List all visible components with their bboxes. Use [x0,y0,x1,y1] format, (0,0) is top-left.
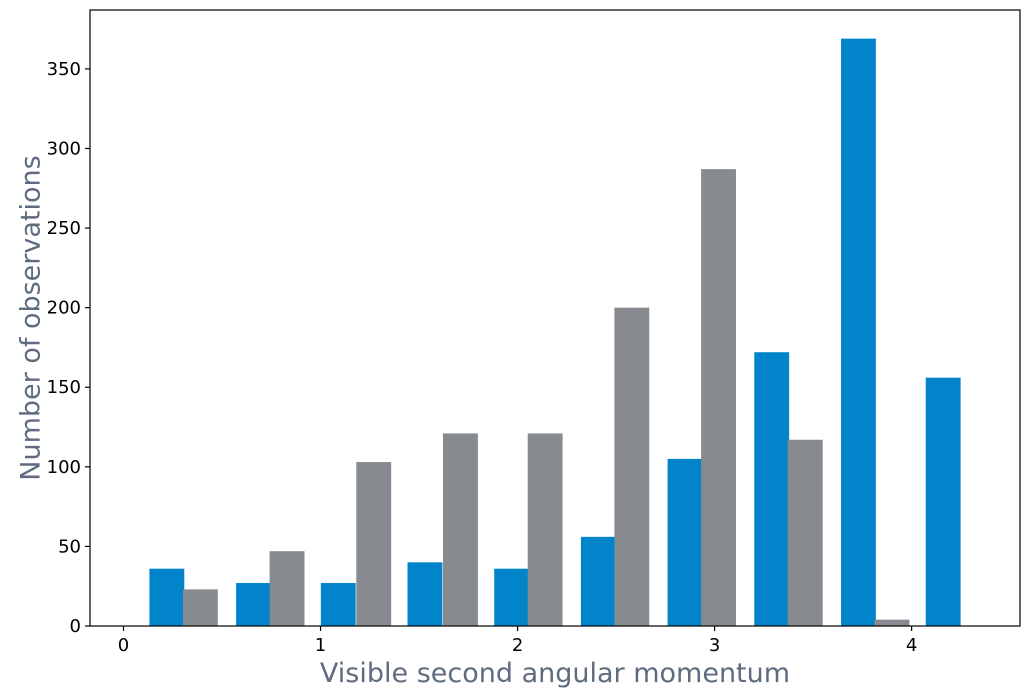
y-tick-label: 250 [47,218,81,239]
bar-series1-3 [407,562,443,626]
plot-frame [89,9,1021,627]
x-axis-ticks: 0 1 2 3 4 [118,626,917,656]
bar-series2-4 [527,433,563,626]
bar-series2-2 [356,462,392,626]
y-tick-label: 0 [70,616,81,637]
bar-series1-2 [320,583,356,626]
y-tick-label: 300 [47,138,81,159]
x-axis-label: Visible second angular momentum [320,658,790,689]
y-tick-label: 50 [58,536,81,557]
x-tick-label: 3 [709,635,720,656]
y-tick-label: 350 [47,59,81,80]
bar-series1-9 [925,377,961,626]
bar-series2-3 [442,433,478,626]
y-axis-label: Number of observations [16,155,47,480]
bars-layer [149,38,961,627]
bar-series1-8 [840,38,876,626]
bar-series2-5 [614,307,650,626]
bar-series1-6 [667,458,703,626]
bar-series1-1 [236,583,271,626]
bar-series1-4 [494,568,530,626]
y-tick-label: 150 [47,377,81,398]
bar-series1-5 [580,536,616,626]
x-tick-label: 4 [906,635,917,656]
x-tick-label: 1 [315,635,326,656]
x-tick-label: 2 [512,635,523,656]
y-tick-label: 100 [47,457,81,478]
bar-series2-1 [269,551,305,626]
bar-series2-8 [874,619,910,626]
bar-series2-7 [787,439,823,626]
bar-series1-0 [149,568,185,626]
x-tick-label: 0 [118,635,129,656]
bar-series2-0 [182,589,218,626]
bar-series1-7 [754,352,790,626]
bar-series2-6 [701,169,736,627]
y-axis-ticks: 0 50 100 150 200 250 300 350 [47,59,90,637]
y-tick-label: 200 [47,298,81,319]
